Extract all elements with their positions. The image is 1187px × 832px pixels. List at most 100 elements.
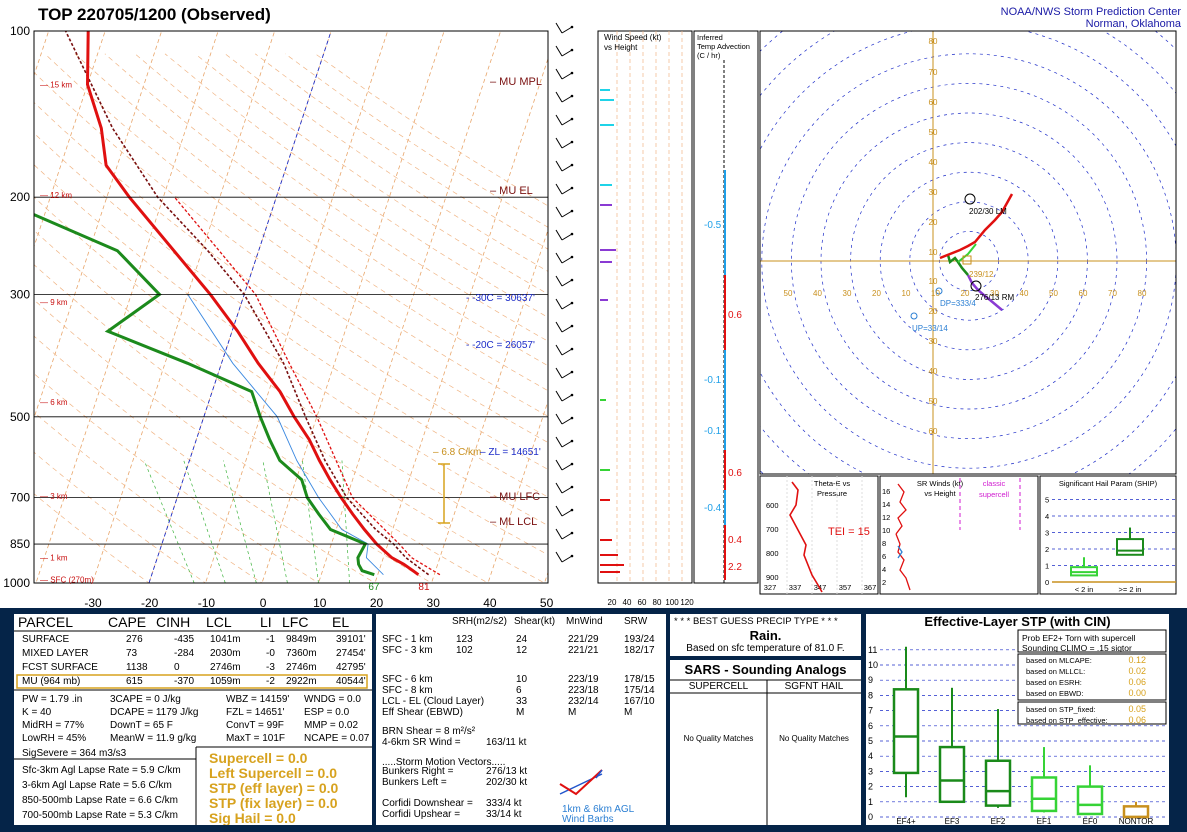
dry-adiabat bbox=[104, 53, 548, 367]
stp-prob-box-b bbox=[1017, 701, 1167, 725]
stp-prob-value: 0.00 bbox=[1128, 688, 1146, 698]
wind-barb-dot bbox=[570, 531, 574, 535]
hodo-trace-low bbox=[939, 193, 1014, 260]
srwind-title-2: vs Height bbox=[924, 489, 956, 498]
kinematics-value: SFC - 6 km bbox=[382, 674, 433, 685]
sr-wind-46: 4-6km SR Wind = bbox=[382, 737, 461, 748]
classic-label-1: classic bbox=[983, 479, 1006, 488]
skewt-annotation: – MU LFC bbox=[490, 491, 540, 503]
parcel-value: 7360m bbox=[286, 648, 317, 659]
dry-adiabat bbox=[34, 335, 376, 583]
stp-prob-box bbox=[1017, 629, 1167, 653]
wind-barb-dot bbox=[570, 209, 574, 213]
wind-barb bbox=[561, 141, 573, 149]
precip-note: Based on sfc temperature of 81.0 F. bbox=[686, 643, 845, 654]
wind-barb-flag bbox=[555, 22, 563, 34]
wind-barb bbox=[561, 233, 573, 241]
storm-right-label: 276/13 RM bbox=[975, 293, 1014, 302]
wind-barb-dot bbox=[570, 94, 574, 98]
wind-barb-flag bbox=[555, 91, 563, 103]
wind-barb-dot bbox=[570, 347, 574, 351]
sars-msg-hail: No Quality Matches bbox=[779, 734, 849, 743]
parcel-value: 1138 bbox=[126, 662, 148, 673]
precip-value: Rain. bbox=[749, 628, 782, 643]
hodo-x-label: 50 bbox=[1049, 289, 1058, 298]
wind-barb bbox=[561, 118, 573, 126]
wind-barb-flag bbox=[555, 183, 563, 195]
stp-ytick: 4 bbox=[868, 751, 873, 761]
wind-barb-dot bbox=[570, 186, 574, 190]
severe-index: Supercell = 0.0 bbox=[209, 750, 308, 766]
hodo-ring-label: 50 bbox=[929, 128, 938, 137]
parcel-value: 0 bbox=[174, 662, 180, 673]
wind-barb-dot bbox=[570, 324, 574, 328]
stp-prob-box-a bbox=[1017, 653, 1167, 701]
temp-axis-label: -30 bbox=[84, 596, 102, 608]
windspeed-axis-label: 40 bbox=[623, 598, 632, 607]
parcel-value: 615 bbox=[126, 676, 143, 687]
parcel-misc-value: MeanW = 11.9 g/kg bbox=[110, 733, 197, 744]
parcel-value: -370 bbox=[174, 676, 195, 687]
thetae-ytick: 800 bbox=[766, 549, 779, 558]
sr-wind-46-value: 163/11 kt bbox=[486, 737, 527, 748]
hodo-ring-label: 60 bbox=[929, 98, 938, 107]
stp-prob-value: 0.12 bbox=[1128, 655, 1146, 665]
hodo-x-label: 70 bbox=[1108, 289, 1117, 298]
hodo-x-label: 30 bbox=[843, 289, 852, 298]
ship-title: Significant Hail Param (SHIP) bbox=[1059, 479, 1158, 488]
sars-msg-supercell: No Quality Matches bbox=[683, 734, 754, 743]
kinematics-value: 12 bbox=[516, 645, 528, 656]
wind-barb-dot bbox=[570, 508, 574, 512]
spc-line-2: Norman, Oklahoma bbox=[1085, 18, 1181, 30]
wind-barb bbox=[561, 555, 573, 563]
wind-barb-flag bbox=[555, 367, 563, 379]
parcel-value: 1041m bbox=[210, 634, 241, 645]
hodo-ring-label: 10 bbox=[929, 277, 938, 286]
windspeed-axis-label: 80 bbox=[653, 598, 662, 607]
tadv-value: 0.6 bbox=[728, 310, 742, 321]
parcel-table-lines bbox=[14, 630, 372, 825]
storm-right-marker bbox=[970, 280, 982, 292]
srwind-ytick: 4 bbox=[882, 565, 886, 574]
parcel-value: 2922m bbox=[286, 676, 317, 687]
skewt-annotation: – MU MPL bbox=[490, 76, 542, 88]
parcel-misc-value: LowRH = 45% bbox=[22, 733, 87, 744]
temp-axis-label: 50 bbox=[540, 596, 554, 608]
wind-barb-flag bbox=[555, 528, 563, 540]
parcel-header-el: EL bbox=[332, 614, 350, 630]
kinematics-value: 123 bbox=[456, 634, 473, 645]
dry-adiabat bbox=[34, 164, 548, 526]
severe-index: Left Supercell = 0.0 bbox=[209, 765, 337, 781]
parcel-misc-value: MaxT = 101F bbox=[226, 733, 286, 744]
stp-panel: Effective-Layer STP (with CIN) 11 10 9 8 7 6 5… bbox=[866, 614, 1169, 825]
height-label: — SFC (270m) bbox=[40, 575, 94, 584]
parcel-misc-value: ConvT = 99F bbox=[226, 720, 284, 731]
dry-adiabat bbox=[34, 493, 150, 583]
wind-barb-flag bbox=[555, 436, 563, 448]
hodo-ring bbox=[760, 31, 1176, 474]
srwind-ytick: 16 bbox=[882, 487, 890, 496]
parcel-misc-value: DownT = 65 F bbox=[110, 720, 173, 731]
stp-prob-label: based on STP_effective: bbox=[1026, 716, 1108, 725]
parcel-misc-value: ESP = 0.0 bbox=[304, 707, 350, 718]
kinematics-header-cell: MnWind bbox=[566, 616, 603, 627]
wind-barb bbox=[561, 164, 573, 172]
severe-index: STP (eff layer) = 0.0 bbox=[209, 780, 339, 796]
storm-vectors-title: .....Storm Motion Vectors..... bbox=[382, 757, 506, 768]
pressure-label: 1000 bbox=[3, 576, 30, 590]
storm-left-marker bbox=[964, 193, 976, 205]
severe-index: STP (fix layer) = 0.0 bbox=[209, 795, 338, 811]
thetae-xtick: 367 bbox=[864, 583, 877, 592]
parcel-header-lcl: LCL bbox=[206, 614, 232, 630]
pressure-label: 500 bbox=[10, 410, 30, 424]
hodo-x-label: 10 bbox=[931, 289, 940, 298]
bottom-panel: PARCEL CAPE CINH LCL LI LFC EL SURFACE 276 -435 1… bbox=[0, 608, 1187, 832]
stp-box bbox=[984, 759, 1012, 807]
barbs-label-1: 1km & 6km AGL bbox=[562, 804, 635, 815]
kinematics-panel: SRH(m2/s2) Shear(kt) MnWind SRW SFC - 1 km 1… bbox=[376, 614, 666, 825]
mixing-ratio-line bbox=[341, 460, 350, 583]
height-label: — 3 km bbox=[40, 492, 68, 501]
wind-barb-dot bbox=[570, 232, 574, 236]
stp-prob-label: based on MLLCL: bbox=[1026, 667, 1085, 676]
isotherm bbox=[431, 228, 548, 583]
